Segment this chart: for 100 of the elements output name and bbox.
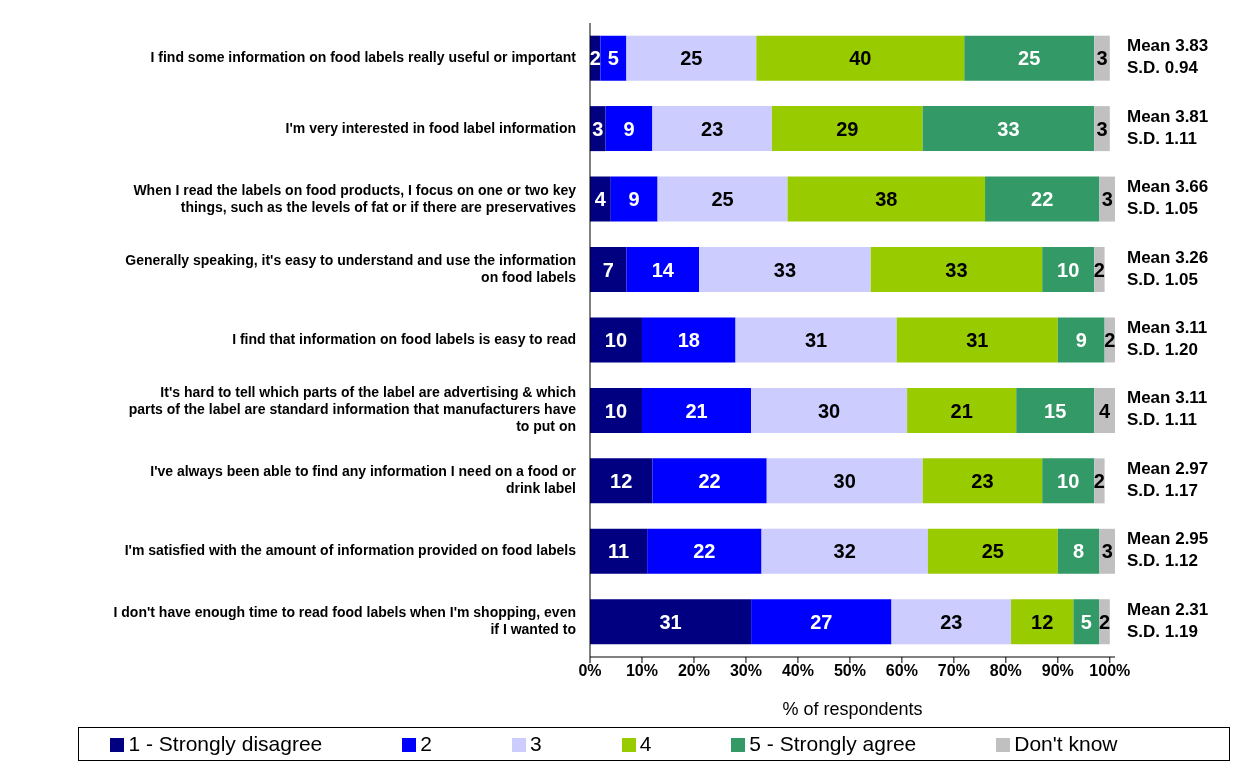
data-label: 2 (589, 47, 601, 70)
data-label: 30 (833, 469, 856, 492)
text: S.D. 1.12 (1127, 551, 1198, 571)
y-tick-label: I've always been able to find any information I need on a food or drink label (150, 463, 577, 497)
data-label: 3 (1096, 47, 1108, 70)
bar (699, 247, 871, 293)
bar (626, 247, 700, 293)
data-label: 22 (698, 469, 721, 492)
data-label: 4 (1099, 399, 1112, 422)
y-tick-label: Generally speaking, it's easy to understand and use the information on food labels (125, 251, 577, 285)
data-label: 25 (1018, 47, 1041, 70)
bar (1042, 458, 1095, 504)
bar (907, 387, 1017, 433)
bar (1057, 317, 1105, 363)
data-label: 23 (701, 117, 724, 140)
data-label: 25 (711, 188, 734, 211)
data-label: 3 (1101, 540, 1113, 563)
data-label: 23 (940, 610, 963, 633)
bar (657, 176, 788, 222)
text: S.D. 1.05 (1127, 199, 1198, 219)
bar (590, 387, 642, 433)
data-label: 7 (602, 258, 614, 281)
text: Mean 2.97 (1127, 459, 1209, 479)
legend-label: 4 (639, 732, 652, 755)
bar (610, 176, 658, 222)
y-tick-label: I don't have enough time to read food labels when I'm shopping, even if I wanted to (113, 603, 576, 637)
bar (641, 387, 752, 433)
legend-label: 3 (529, 732, 542, 755)
x-tick-label: 70% (937, 662, 970, 680)
text: S.D. 1.11 (1127, 410, 1197, 430)
text: Mean 2.95 (1127, 529, 1209, 549)
x-tick-label: 80% (989, 662, 1022, 680)
data-label: 25 (981, 540, 1004, 563)
data-label: 9 (628, 188, 640, 211)
bar (896, 317, 1058, 363)
bar (590, 599, 752, 645)
data-label: 33 (773, 258, 797, 281)
bar (766, 458, 923, 504)
x-tick-label: 30% (729, 662, 762, 680)
x-axis-title: % of respondents (782, 699, 923, 719)
bar (590, 528, 648, 574)
legend-label: 1 - Strongly disagree (128, 732, 323, 755)
x-tick-label: 40% (781, 662, 814, 680)
text: S.D. 1.19 (1127, 622, 1198, 642)
bar (605, 106, 653, 152)
data-label: 8 (1073, 540, 1085, 563)
data-label: 31 (966, 329, 989, 352)
data-label: 10 (604, 329, 628, 352)
bar (756, 35, 965, 81)
text: S.D. 1.11 (1127, 129, 1197, 149)
data-label: 11 (608, 540, 630, 563)
bar (761, 528, 928, 574)
bar (647, 528, 762, 574)
text: Mean 2.31 (1127, 600, 1209, 620)
data-label: 10 (1057, 258, 1080, 281)
data-label: 2 (1093, 258, 1105, 281)
data-label: 21 (685, 399, 708, 422)
bar (751, 387, 908, 433)
data-label: 29 (836, 117, 859, 140)
y-tick-label: I find that information on food labels is easy to read (232, 330, 576, 347)
data-label: 31 (659, 610, 682, 633)
bar (964, 35, 1095, 81)
data-label: 25 (680, 47, 703, 70)
x-tick-label: 60% (885, 662, 918, 680)
data-label: 12 (610, 469, 633, 492)
x-tick-label: 90% (1041, 662, 1074, 680)
x-tick-label: 100% (1089, 662, 1131, 680)
data-label: 18 (677, 329, 700, 352)
x-tick-label: 20% (677, 662, 710, 680)
bar (891, 599, 1012, 645)
data-label: 9 (623, 117, 635, 140)
data-label: 10 (1057, 469, 1080, 492)
data-label: 9 (1075, 329, 1087, 352)
text: Mean 3.66 (1127, 177, 1209, 197)
bar (927, 528, 1058, 574)
data-label: 2 (1104, 329, 1116, 352)
bar (641, 317, 736, 363)
data-label: 33 (945, 258, 968, 281)
text: Mean 3.11 (1127, 318, 1208, 338)
bar (985, 176, 1100, 222)
text: S.D. 0.94 (1127, 58, 1199, 78)
bar (590, 458, 653, 504)
y-tick-label: I find some information on food labels really useful or important (150, 48, 577, 65)
y-tick-label: When I read the labels on food products, I focus on one or two key things, such as the levels of fat or if there are preservatives (133, 181, 577, 215)
data-label: 32 (833, 540, 856, 563)
bar (626, 35, 757, 81)
bar (1042, 247, 1095, 293)
legend-label: 5 - Strongly agree (749, 732, 917, 755)
bar (1057, 528, 1100, 574)
data-label: 30 (817, 399, 841, 422)
data-label: 3 (1096, 117, 1108, 140)
data-label: 22 (693, 540, 716, 563)
bar (600, 35, 627, 81)
data-label: 33 (997, 117, 1020, 140)
data-label: 4 (594, 188, 607, 211)
data-label: 14 (651, 258, 675, 281)
bar (590, 247, 627, 293)
bar (1073, 599, 1100, 645)
bar (922, 106, 1095, 152)
data-label: 5 (1080, 610, 1092, 633)
